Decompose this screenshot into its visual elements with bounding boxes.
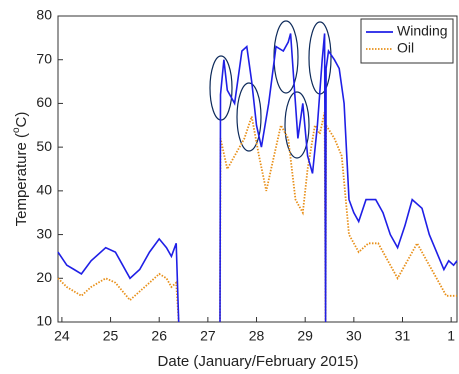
x-tick-label: 25 [103, 328, 119, 344]
legend-label: Oil [397, 40, 414, 56]
plot-frame [57, 15, 458, 323]
x-axis-label: Date (January/February 2015) [158, 353, 359, 370]
x-tick-label: 1 [447, 328, 455, 344]
x-tick-label: 26 [151, 328, 167, 344]
x-tick-label: 29 [297, 328, 313, 344]
y-tick-label: 80 [36, 7, 52, 23]
y-tick-label: 50 [36, 138, 52, 154]
y-tick-label: 20 [36, 269, 52, 285]
series-line [57, 33, 458, 323]
x-tick-label: 27 [200, 328, 216, 344]
highlight-ellipse [284, 91, 310, 159]
y-tick-label: 10 [36, 313, 52, 329]
y-axis-label-part: C) [13, 112, 30, 128]
x-tick-label: 24 [54, 328, 70, 344]
y-axis-label-part: Temperature ( [13, 133, 30, 226]
series-line [57, 112, 457, 323]
legend-box [360, 18, 454, 64]
x-tick-label: 30 [346, 328, 362, 344]
y-axis-label-sup: o [11, 127, 22, 133]
y-axis-label: Temperature (oC) [11, 112, 30, 227]
x-tick-label: 31 [395, 328, 411, 344]
x-tick-label: 28 [249, 328, 265, 344]
legend-label: Winding [397, 23, 448, 39]
y-tick-label: 60 [36, 94, 52, 110]
y-tick-label: 30 [36, 225, 52, 241]
y-tick-label: 40 [36, 182, 52, 198]
highlight-ellipse [236, 82, 262, 152]
y-tick-label: 70 [36, 50, 52, 66]
